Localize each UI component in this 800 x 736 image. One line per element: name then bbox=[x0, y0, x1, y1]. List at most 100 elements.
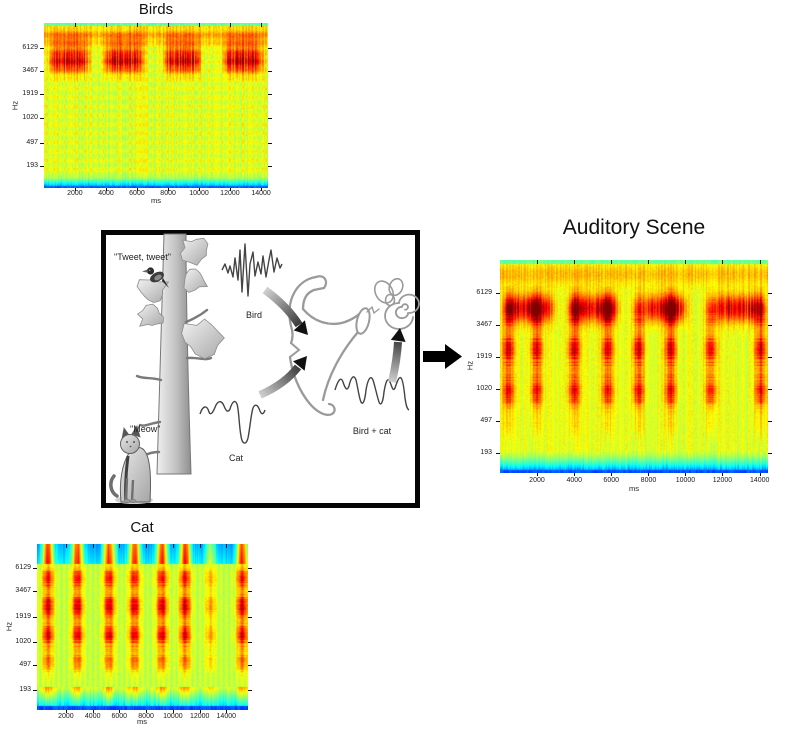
x-tick-mark bbox=[759, 473, 761, 476]
bird-signal-arrowhead bbox=[293, 320, 308, 335]
mixture-waveform bbox=[334, 376, 410, 411]
x-tick-mark bbox=[722, 260, 724, 264]
cat-waveform bbox=[199, 400, 266, 444]
tree bbox=[135, 233, 225, 475]
bird-wing bbox=[154, 274, 162, 281]
right-arrow-icon bbox=[423, 344, 462, 369]
x-tick-label: 8000 bbox=[640, 477, 657, 484]
bird-head bbox=[146, 267, 155, 275]
x-tick-mark bbox=[611, 260, 613, 264]
cat-x-axis-label: ms bbox=[137, 717, 147, 726]
x-tick-mark bbox=[611, 473, 613, 476]
x-tick-mark bbox=[199, 23, 200, 27]
x-tick-mark bbox=[261, 188, 263, 191]
ear-inner-edge bbox=[321, 330, 360, 402]
x-tick-mark bbox=[172, 710, 174, 713]
bird-waveform-label: Bird bbox=[246, 310, 262, 320]
y-tick-label: 497 bbox=[19, 661, 31, 668]
leaf-cluster bbox=[136, 303, 164, 327]
y-tick-label: 193 bbox=[19, 686, 31, 694]
x-tick-mark bbox=[119, 544, 121, 548]
x-tick-mark bbox=[172, 544, 174, 548]
cat-spectrogram-canvas bbox=[37, 544, 248, 710]
x-tick-label: 8000 bbox=[138, 713, 154, 720]
cat-speech-label: "Meow" bbox=[130, 424, 160, 434]
x-tick-mark bbox=[229, 188, 231, 191]
x-tick-mark bbox=[92, 544, 94, 548]
y-tick-label: 1020 bbox=[15, 637, 31, 645]
birds-spectrogram-canvas bbox=[44, 23, 268, 188]
leaf-cluster bbox=[183, 268, 209, 293]
y-tick-mark bbox=[248, 665, 252, 666]
x-tick-label: 10000 bbox=[675, 477, 696, 484]
ear-hook-inner bbox=[301, 288, 316, 311]
x-tick-label: 4000 bbox=[566, 477, 583, 484]
x-tick-label: 12000 bbox=[189, 713, 210, 720]
cat-tail bbox=[109, 474, 119, 498]
x-tick-mark bbox=[74, 188, 76, 191]
y-tick-mark bbox=[268, 93, 272, 95]
y-tick-mark bbox=[40, 48, 44, 50]
cat-signal-arrow bbox=[258, 364, 302, 399]
cat-figure bbox=[109, 425, 153, 504]
eardrum bbox=[355, 307, 371, 335]
y-tick-mark bbox=[33, 590, 37, 592]
bird-eye bbox=[149, 269, 151, 271]
y-tick-mark bbox=[248, 641, 252, 643]
bird-signal-arrow bbox=[262, 286, 303, 328]
y-tick-mark bbox=[768, 389, 772, 391]
x-tick-label: 10000 bbox=[163, 713, 183, 720]
y-tick-mark bbox=[496, 421, 500, 423]
y-tick-mark bbox=[40, 71, 44, 72]
y-tick-label: 497 bbox=[26, 138, 38, 146]
mixture-signal-arrow bbox=[388, 341, 402, 383]
scene-to-spectrogram-arrow bbox=[423, 344, 462, 369]
y-tick-label: 1020 bbox=[22, 114, 38, 122]
x-tick-mark bbox=[574, 260, 576, 264]
y-tick-label: 6129 bbox=[15, 564, 31, 572]
x-tick-mark bbox=[759, 260, 761, 264]
mixture-waveform-label: Bird + cat bbox=[353, 426, 392, 436]
x-tick-mark bbox=[648, 260, 650, 264]
x-tick-label: 4000 bbox=[98, 190, 114, 197]
x-tick-label: 8000 bbox=[160, 190, 176, 197]
x-tick-mark bbox=[65, 710, 67, 713]
x-tick-label: 12000 bbox=[220, 190, 240, 197]
y-tick-mark bbox=[248, 568, 252, 570]
y-tick-label: 193 bbox=[480, 448, 492, 456]
birds-title: Birds bbox=[138, 1, 174, 18]
x-tick-mark bbox=[199, 710, 201, 713]
x-tick-mark bbox=[722, 473, 724, 476]
y-tick-mark bbox=[33, 665, 37, 666]
y-tick-mark bbox=[248, 617, 252, 619]
ear-upper-arm bbox=[301, 307, 364, 326]
tree-trunk bbox=[156, 233, 192, 475]
x-tick-mark bbox=[168, 23, 170, 27]
x-tick-mark bbox=[136, 23, 138, 27]
cat-paw-left bbox=[123, 498, 131, 504]
auditory-scene-spectrogram-canvas bbox=[500, 260, 768, 473]
y-tick-mark bbox=[248, 690, 252, 692]
x-tick-label: 2000 bbox=[529, 477, 545, 484]
y-tick-label: 6129 bbox=[22, 44, 38, 52]
mixture-signal-arrowhead bbox=[390, 328, 406, 342]
y-tick-mark bbox=[768, 324, 772, 326]
cat-waveform-label: Cat bbox=[229, 453, 244, 463]
y-tick-label: 193 bbox=[26, 162, 38, 170]
x-tick-mark bbox=[199, 544, 201, 548]
x-tick-mark bbox=[119, 710, 121, 713]
x-tick-mark bbox=[92, 710, 94, 713]
cochlea-spiral bbox=[384, 293, 420, 330]
ear-mouth-wedge bbox=[289, 342, 301, 358]
y-tick-mark bbox=[268, 71, 272, 72]
x-tick-label: 12000 bbox=[712, 477, 733, 484]
y-tick-label: 1919 bbox=[15, 613, 31, 621]
y-tick-mark bbox=[40, 93, 44, 95]
cat-title: Cat bbox=[130, 519, 154, 536]
x-tick-mark bbox=[136, 188, 138, 191]
y-tick-mark bbox=[33, 690, 37, 692]
y-tick-mark bbox=[268, 118, 272, 120]
leaf-cluster bbox=[181, 318, 225, 360]
x-tick-label: 4000 bbox=[84, 713, 101, 720]
y-tick-mark bbox=[768, 421, 772, 423]
